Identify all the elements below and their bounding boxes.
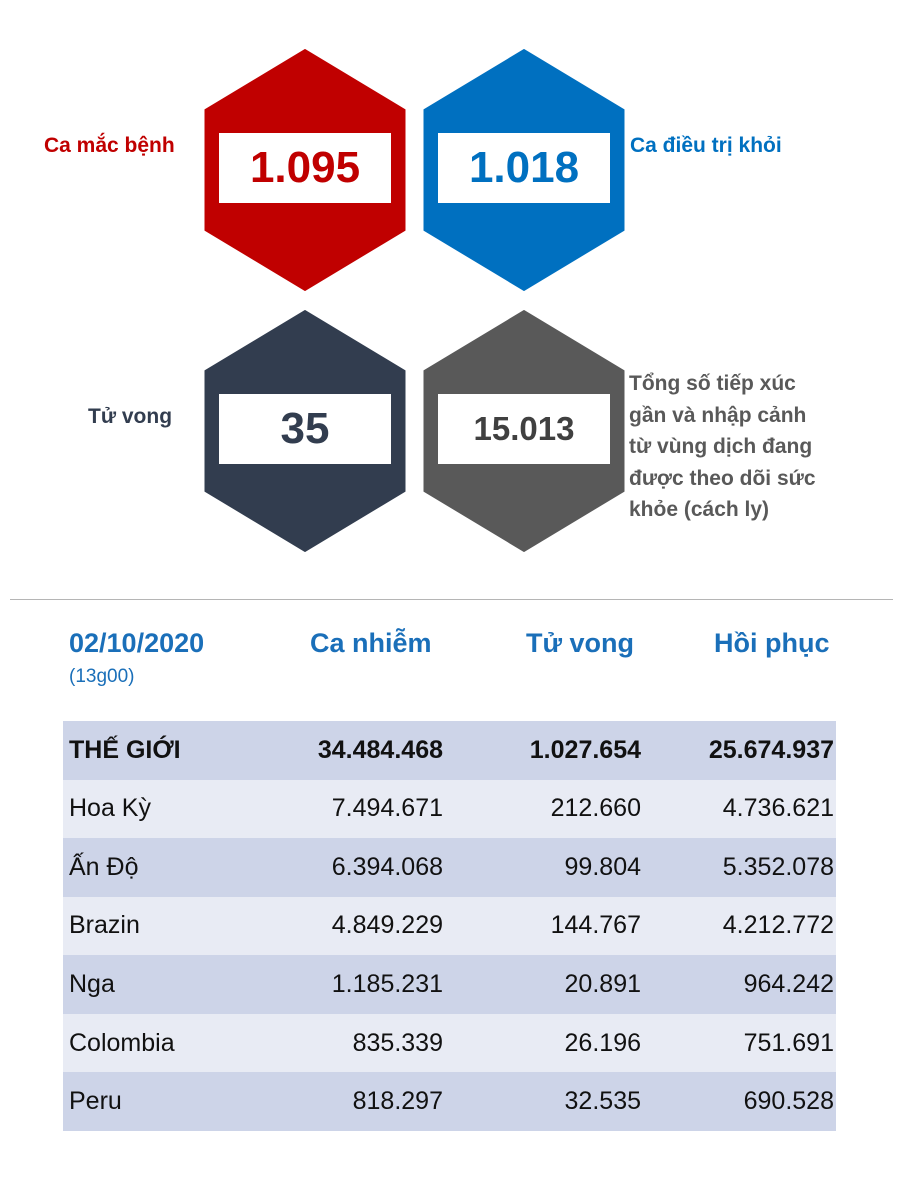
deaths-cell: 99.804: [564, 852, 641, 881]
cases-cell: 835.339: [352, 1028, 443, 1057]
deaths-label: Tử vong: [88, 405, 173, 428]
monitored-value: 15.013: [438, 394, 610, 464]
cases-label: Ca mắc bệnh: [44, 134, 175, 157]
table-date: 02/10/2020: [69, 628, 205, 658]
deaths-cell: 212.660: [550, 794, 641, 823]
country-name: Peru: [69, 1087, 122, 1116]
country-name: Ấn Độ: [69, 852, 139, 881]
recovered-value: 1.018: [438, 133, 610, 203]
table-row: Ấn Độ 6.394.068 99.804 5.352.078: [63, 838, 836, 897]
cases-cell: 7.494.671: [331, 794, 443, 823]
country-name: Hoa Kỳ: [69, 794, 151, 823]
section-divider: [10, 599, 893, 600]
cases-cell: 1.185.231: [331, 970, 443, 999]
table-row: Colombia 835.339 26.196 751.691: [63, 1013, 836, 1073]
column-header-deaths: Tử vong: [526, 628, 635, 658]
recovered-cell: 25.674.937: [708, 735, 834, 764]
table-row: Hoa Kỳ 7.494.671 212.660 4.736.621: [63, 779, 836, 839]
deaths-cell: 144.767: [550, 911, 641, 940]
country-name: Nga: [69, 970, 115, 999]
cases-hexagon: 1.095: [194, 43, 416, 297]
cases-cell: 34.484.468: [317, 735, 443, 764]
monitored-hexagon: 15.013: [413, 304, 635, 558]
country-name: Brazin: [69, 911, 140, 940]
cases-value: 1.095: [219, 133, 391, 203]
stats-table: THẾ GIỚI 34.484.468 1.027.654 25.674.937…: [63, 721, 836, 1131]
column-header-recovered: Hồi phục: [714, 628, 830, 658]
country-name: Colombia: [69, 1028, 175, 1057]
monitored-label: Tổng số tiếp xúc gần và nhập cảnh từ vùn…: [629, 372, 816, 521]
recovered-cell: 4.212.772: [722, 911, 834, 940]
country-name: THẾ GIỚI: [69, 735, 181, 764]
recovered-cell: 690.528: [743, 1087, 834, 1116]
table-row: Brazin 4.849.229 144.767 4.212.772: [63, 896, 836, 956]
recovered-cell: 5.352.078: [722, 852, 834, 881]
table-row: THẾ GIỚI 34.484.468 1.027.654 25.674.937: [63, 721, 836, 780]
recovered-hexagon: 1.018: [413, 43, 635, 297]
table-row: Nga 1.185.231 20.891 964.242: [63, 955, 836, 1014]
table-row: Peru 818.297 32.535 690.528: [63, 1072, 836, 1131]
recovered-label: Ca điều trị khỏi: [630, 134, 782, 157]
deaths-value: 35: [219, 394, 391, 464]
deaths-hexagon: 35: [194, 304, 416, 558]
cases-cell: 6.394.068: [331, 852, 443, 881]
table-time: (13g00): [69, 666, 135, 687]
cases-cell: 4.849.229: [331, 911, 443, 940]
recovered-cell: 751.691: [743, 1028, 834, 1057]
deaths-cell: 32.535: [564, 1087, 641, 1116]
column-header-cases: Ca nhiễm: [310, 628, 432, 658]
recovered-cell: 4.736.621: [722, 794, 834, 823]
deaths-cell: 20.891: [564, 970, 641, 999]
deaths-cell: 1.027.654: [529, 735, 641, 764]
cases-cell: 818.297: [352, 1087, 443, 1116]
deaths-cell: 26.196: [564, 1028, 641, 1057]
recovered-cell: 964.242: [743, 970, 834, 999]
